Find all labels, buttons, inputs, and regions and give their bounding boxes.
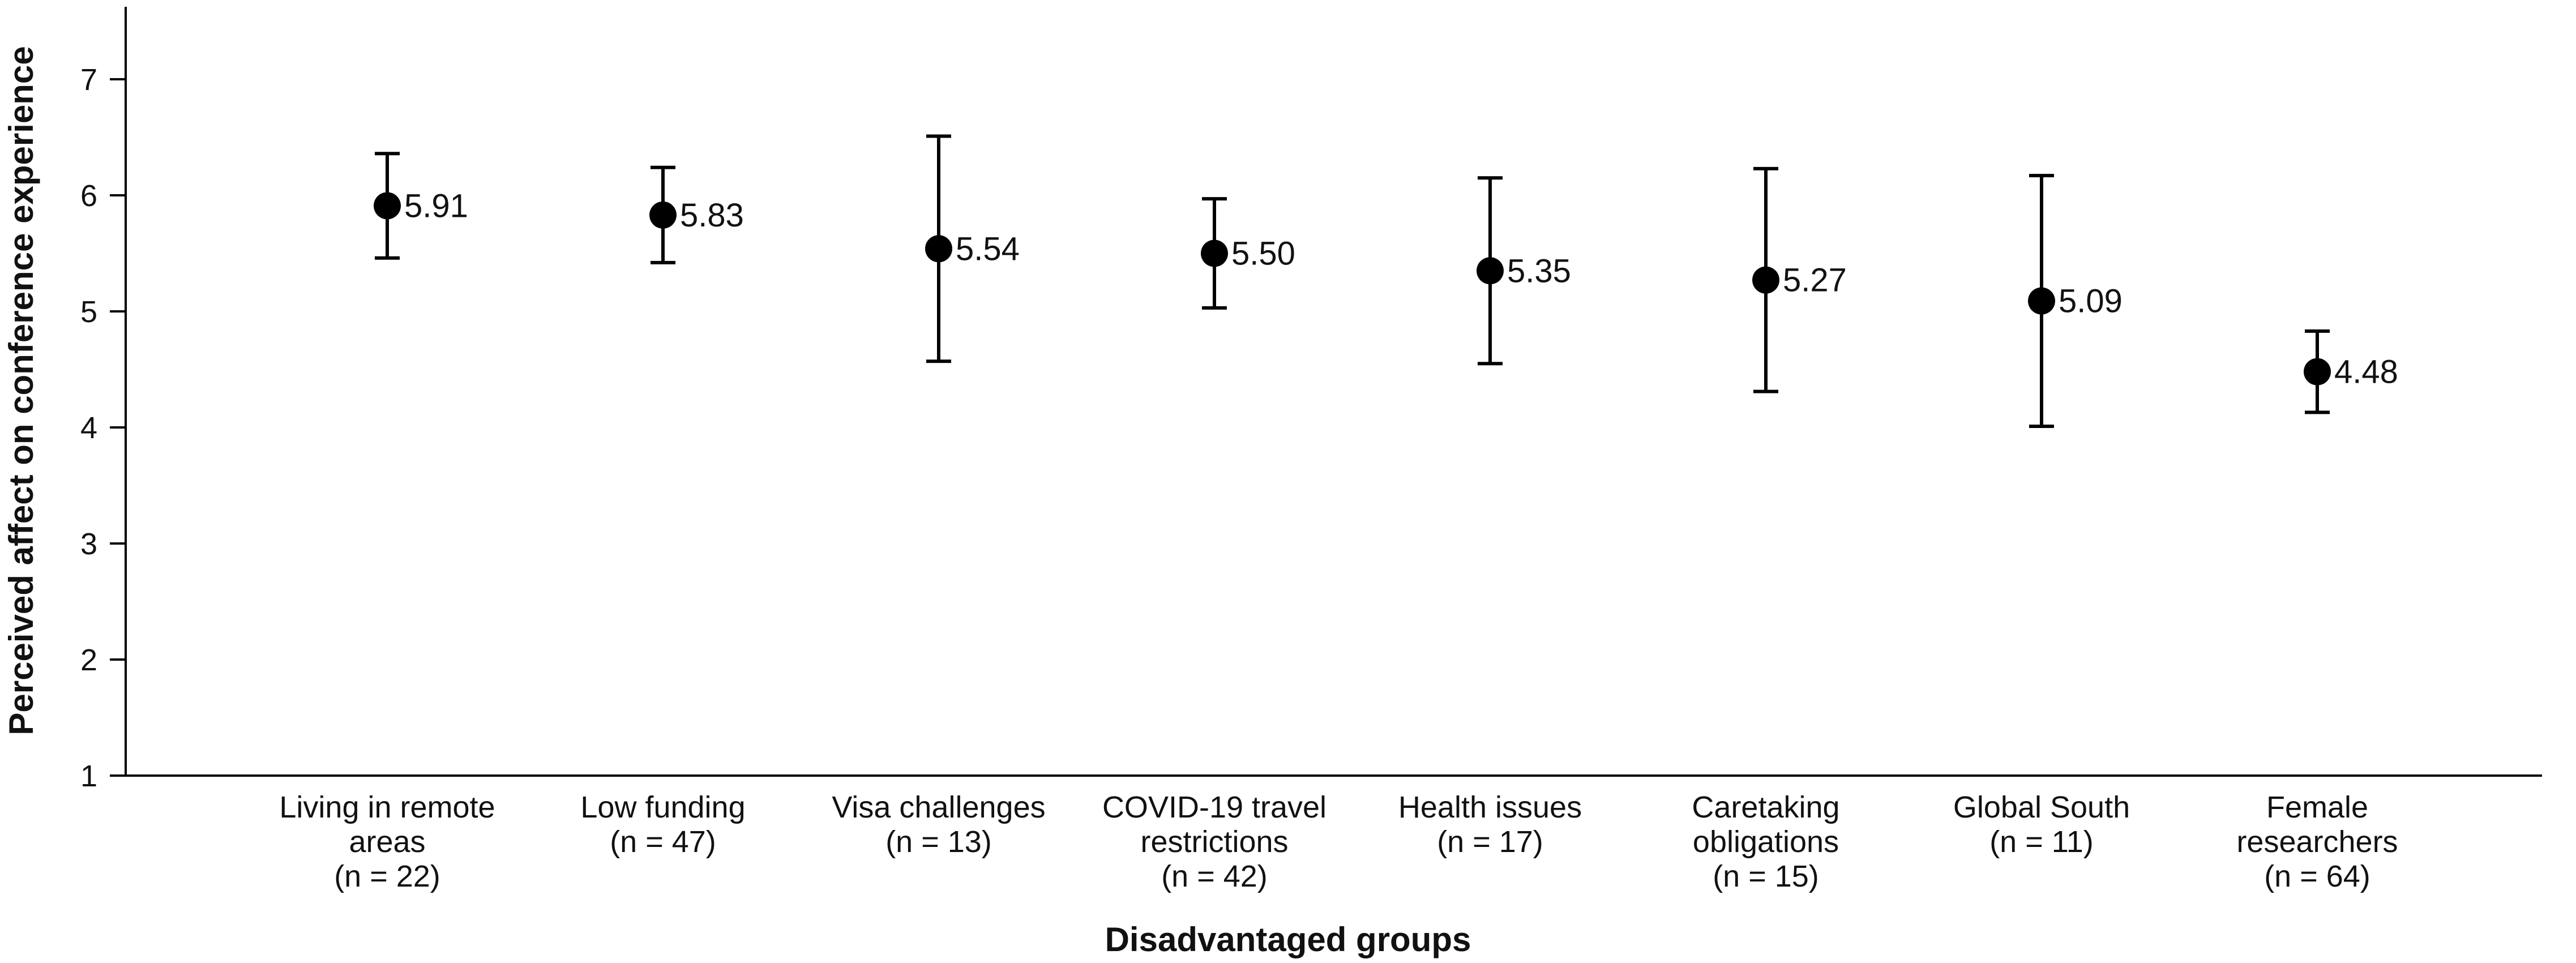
- x-category-labels: Living in remote areas (n = 22) Low funding…: [279, 790, 2398, 893]
- x-category-label-line: (n = 15): [1713, 859, 1819, 893]
- x-category-label-line: obligations: [1693, 825, 1839, 859]
- x-category-label-line: COVID-19 travel: [1102, 790, 1326, 824]
- data-label: 5.27: [1783, 262, 1847, 299]
- x-category-label: Caretaking obligations (n = 15): [1692, 790, 1839, 893]
- x-category-label-line: researchers: [2236, 825, 2398, 859]
- x-category-label-line: Global South: [1953, 790, 2130, 824]
- y-tick-label: 1: [80, 759, 97, 793]
- x-category-label: Living in remote areas (n = 22): [279, 790, 495, 893]
- x-category-label-line: (n = 17): [1437, 825, 1543, 859]
- data-point: [1201, 239, 1228, 267]
- x-category-label-line: Visa challenges: [832, 790, 1045, 824]
- y-tick-label: 2: [80, 643, 97, 677]
- x-category-label: Health issues (n = 17): [1398, 790, 1582, 859]
- x-category-label-line: (n = 42): [1161, 859, 1268, 893]
- x-category-label: Female researchers (n = 64): [2236, 790, 2398, 893]
- data-label: 5.83: [680, 197, 744, 234]
- data-label: 5.91: [404, 187, 468, 224]
- x-category-label: COVID-19 travel restrictions (n = 42): [1102, 790, 1326, 893]
- y-axis-title: Perceived affect on conference experienc…: [2, 46, 40, 735]
- data-label: 5.54: [956, 230, 1020, 267]
- y-tick-group: 1 2 3 4 5 6 7: [80, 63, 126, 793]
- x-axis-title: Disadvantaged groups: [1105, 921, 1471, 958]
- x-category-label: Low funding (n = 47): [580, 790, 745, 859]
- plot-marks: 5.91 5.83 5.54 5.50 5.35 5.27 5.09 4.48: [374, 134, 2398, 428]
- data-point: [374, 192, 401, 220]
- data-label: 5.35: [1507, 252, 1571, 289]
- x-category-label-line: Living in remote: [279, 790, 495, 824]
- data-point: [2304, 358, 2331, 386]
- x-category-label-line: (n = 64): [2264, 859, 2370, 893]
- x-category-label-line: (n = 13): [885, 825, 992, 859]
- data-point: [925, 235, 952, 263]
- data-point: [2028, 287, 2055, 315]
- data-point: [1477, 257, 1504, 285]
- data-point: [1752, 266, 1779, 294]
- x-category-label-line: (n = 22): [334, 859, 440, 893]
- x-category-label-line: restrictions: [1140, 825, 1288, 859]
- y-tick-label: 6: [80, 179, 97, 213]
- data-point: [649, 201, 677, 229]
- y-tick-label: 3: [80, 527, 97, 561]
- x-category-label-line: (n = 11): [1989, 825, 2094, 859]
- data-label: 5.09: [2059, 283, 2123, 320]
- x-category-label-line: Caretaking: [1692, 790, 1839, 824]
- data-label: 4.48: [2334, 354, 2398, 391]
- data-label: 5.50: [1231, 236, 1295, 272]
- x-axis: Living in remote areas (n = 22) Low funding…: [126, 774, 2542, 893]
- x-category-label-line: areas: [349, 825, 425, 859]
- y-axis: 1 2 3 4 5 6 7: [80, 7, 127, 793]
- x-category-label-line: Female: [2266, 790, 2368, 824]
- x-category-label-line: Low funding: [580, 790, 745, 824]
- y-tick-label: 7: [80, 63, 97, 97]
- y-tick-label: 5: [80, 295, 97, 329]
- x-category-label-line: Health issues: [1398, 790, 1582, 824]
- x-category-label: Visa challenges (n = 13): [832, 790, 1045, 859]
- x-category-label: Global South (n = 11): [1953, 790, 2130, 859]
- y-tick-label: 4: [80, 411, 97, 445]
- x-category-label-line: (n = 47): [610, 825, 716, 859]
